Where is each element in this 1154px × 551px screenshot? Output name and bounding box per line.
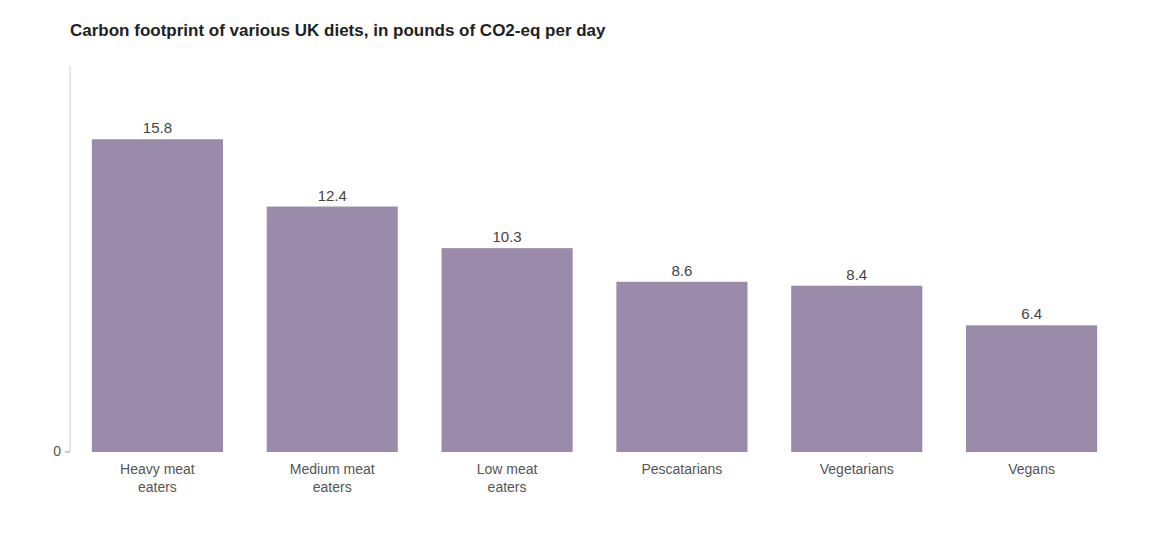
x-tick-label-line: eaters (313, 479, 352, 495)
x-tick-label: Vegetarians (820, 461, 894, 477)
x-tick-label-line: Medium meat (290, 461, 375, 477)
y-axis-line (70, 66, 71, 452)
bars (92, 139, 1097, 452)
x-tick-label: Vegans (1008, 461, 1055, 477)
x-tick-label: Heavy meat eaters (120, 461, 195, 495)
y-ticks: 0 (53, 443, 70, 459)
x-tick-label-line: Pescatarians (641, 461, 722, 477)
data-label: 6.4 (1021, 305, 1042, 322)
x-tick-label-line: Vegetarians (820, 461, 894, 477)
bar (92, 139, 223, 452)
bar (966, 325, 1097, 452)
x-tick-label: Medium meat eaters (290, 461, 375, 495)
x-tick-label: Low meat eaters (477, 461, 538, 495)
data-label: 12.4 (318, 187, 347, 204)
y-tick (65, 452, 70, 453)
data-labels: 15.8 12.4 10.3 8.6 8.4 6.4 (143, 119, 1042, 322)
data-label: 8.4 (846, 266, 867, 283)
x-tick-label-line: Heavy meat (120, 461, 195, 477)
y-tick-label: 0 (53, 443, 61, 459)
x-tick-label: Pescatarians (641, 461, 722, 477)
data-label: 10.3 (492, 228, 521, 245)
x-tick-label-line: eaters (488, 479, 527, 495)
bar (267, 207, 398, 452)
data-label: 15.8 (143, 119, 172, 136)
x-tick-label-line: eaters (138, 479, 177, 495)
x-tick-labels: Heavy meateatersMedium meateatersLow mea… (120, 461, 1055, 495)
data-label: 8.6 (671, 262, 692, 279)
bar (791, 286, 922, 452)
chart-svg: Carbon footprint of various UK diets, in… (0, 0, 1154, 551)
chart-title: Carbon footprint of various UK diets, in… (70, 21, 606, 40)
chart-container: Carbon footprint of various UK diets, in… (0, 0, 1154, 551)
x-tick-label-line: Low meat (477, 461, 538, 477)
bar (616, 282, 747, 452)
bar (442, 248, 573, 452)
x-tick-label-line: Vegans (1008, 461, 1055, 477)
